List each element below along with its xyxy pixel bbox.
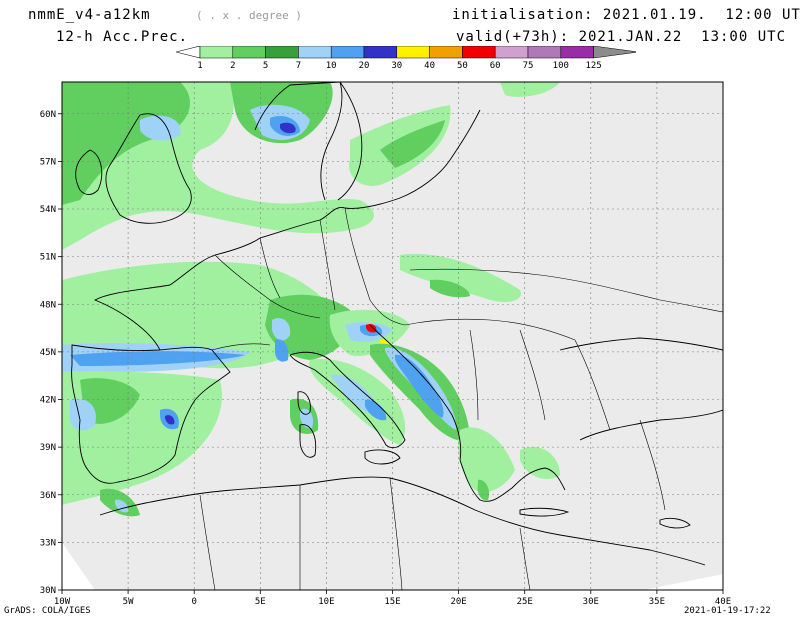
coastline xyxy=(259,109,481,239)
coastline xyxy=(364,449,401,465)
precip-area xyxy=(500,82,560,97)
lat-tick-label: 42N xyxy=(40,396,56,406)
country-border xyxy=(214,254,321,319)
country-border xyxy=(344,207,406,326)
precip-area xyxy=(380,120,445,168)
country-border xyxy=(409,268,723,313)
model-title: nmmE_v4-a12km xyxy=(28,7,151,23)
coastline xyxy=(105,113,192,224)
country-border xyxy=(319,219,336,311)
precip-area xyxy=(70,351,245,366)
colorbar-tick-label: 60 xyxy=(490,61,501,71)
lon-tick-label: 35E xyxy=(649,597,665,607)
footer-timestamp: 2021-01-19-17:22 xyxy=(684,606,771,616)
lat-tick-label: 45N xyxy=(40,348,56,358)
colorbar-tick-label: 75 xyxy=(523,61,534,71)
lon-tick-label: 0 xyxy=(191,597,196,607)
precip-area xyxy=(400,254,521,302)
colorbar-tick-label: 30 xyxy=(391,61,402,71)
coastline xyxy=(254,82,363,201)
valid-time: valid(+73h): 2021.JAN.22 13:00 UTC xyxy=(456,29,787,45)
footer-credit: GrADS: COLA/IGES xyxy=(4,606,91,616)
lat-tick-label: 33N xyxy=(40,538,56,548)
lon-tick-label: 10W xyxy=(54,597,71,607)
colorbar-tick-label: 2 xyxy=(230,61,235,71)
lat-tick-label: 36N xyxy=(40,491,56,501)
precip-area xyxy=(520,446,560,480)
precip-area xyxy=(62,82,190,205)
coastline xyxy=(519,507,570,517)
color-legend: 1 2 5 7 10 20 30 40 50 60 75 100 125 xyxy=(176,46,636,71)
colorbar-swatch xyxy=(593,46,636,59)
precip-area xyxy=(366,323,377,333)
units-label: ( . x . degree ) xyxy=(196,9,302,22)
lat-tick-label: 51N xyxy=(40,253,56,263)
country-border xyxy=(519,527,531,590)
country-border xyxy=(389,477,403,590)
precip-area xyxy=(272,318,291,341)
coastline xyxy=(459,459,566,502)
country-border xyxy=(639,419,666,511)
coastline xyxy=(289,351,406,449)
lon-tick-label: 5W xyxy=(123,597,134,607)
precip-area xyxy=(140,115,181,141)
colorbar-tick-label: 40 xyxy=(424,61,435,71)
precip-area xyxy=(165,415,175,425)
precip-area xyxy=(280,122,296,134)
lon-tick-label: 20E xyxy=(450,597,466,607)
product-title: 12-h Acc.Prec. xyxy=(56,29,189,45)
precip-area xyxy=(265,294,353,360)
coastline xyxy=(99,476,706,566)
colorbar-tick-label: 10 xyxy=(326,61,337,71)
colorbar-tick-label: 20 xyxy=(359,61,370,71)
colorbar-tick-label: 100 xyxy=(553,61,569,71)
precip-area xyxy=(458,427,515,493)
lon-tick-label: 5E xyxy=(255,597,266,607)
colorbar-tick-label: 5 xyxy=(263,61,268,71)
init-time: initialisation: 2021.01.19. 12:00 UTC xyxy=(452,7,800,23)
country-border xyxy=(519,329,546,421)
country-border xyxy=(259,237,281,299)
coastline xyxy=(659,517,691,529)
coastline xyxy=(299,424,317,458)
country-border xyxy=(199,494,216,590)
precip-area xyxy=(274,339,289,362)
lat-tick-label: 60N xyxy=(40,110,56,120)
lat-tick-label: 48N xyxy=(40,300,56,310)
lon-tick-label: 30E xyxy=(583,597,599,607)
coastline xyxy=(559,337,723,441)
precip-area xyxy=(477,479,490,501)
precip-area xyxy=(430,279,470,298)
colorbar-tick-label: 1 xyxy=(197,61,202,71)
country-border xyxy=(211,343,271,351)
lat-tick-label: 54N xyxy=(40,205,56,215)
colorbar-tick-label: 50 xyxy=(457,61,468,71)
precip-area xyxy=(394,354,444,418)
country-border xyxy=(469,329,479,421)
lon-tick-label: 40E xyxy=(715,597,731,607)
lat-tick-label: 30N xyxy=(40,586,56,596)
country-border xyxy=(404,318,576,341)
colorbar-tick-label: 7 xyxy=(296,61,301,71)
lat-tick-label: 39N xyxy=(40,443,56,453)
lon-tick-label: 25E xyxy=(517,597,533,607)
coastline xyxy=(93,237,261,351)
lat-tick-label: 57N xyxy=(40,157,56,167)
country-border xyxy=(574,339,611,431)
lon-tick-label: 10E xyxy=(318,597,334,607)
colorbar-tick-label: 125 xyxy=(585,61,601,71)
coastline xyxy=(369,324,462,461)
lon-tick-label: 15E xyxy=(384,597,400,607)
coastline xyxy=(71,344,231,484)
coastline xyxy=(297,391,311,415)
precip-area xyxy=(70,398,96,431)
precip-area xyxy=(365,399,387,421)
coastline xyxy=(75,149,103,195)
precip-area xyxy=(62,261,340,369)
